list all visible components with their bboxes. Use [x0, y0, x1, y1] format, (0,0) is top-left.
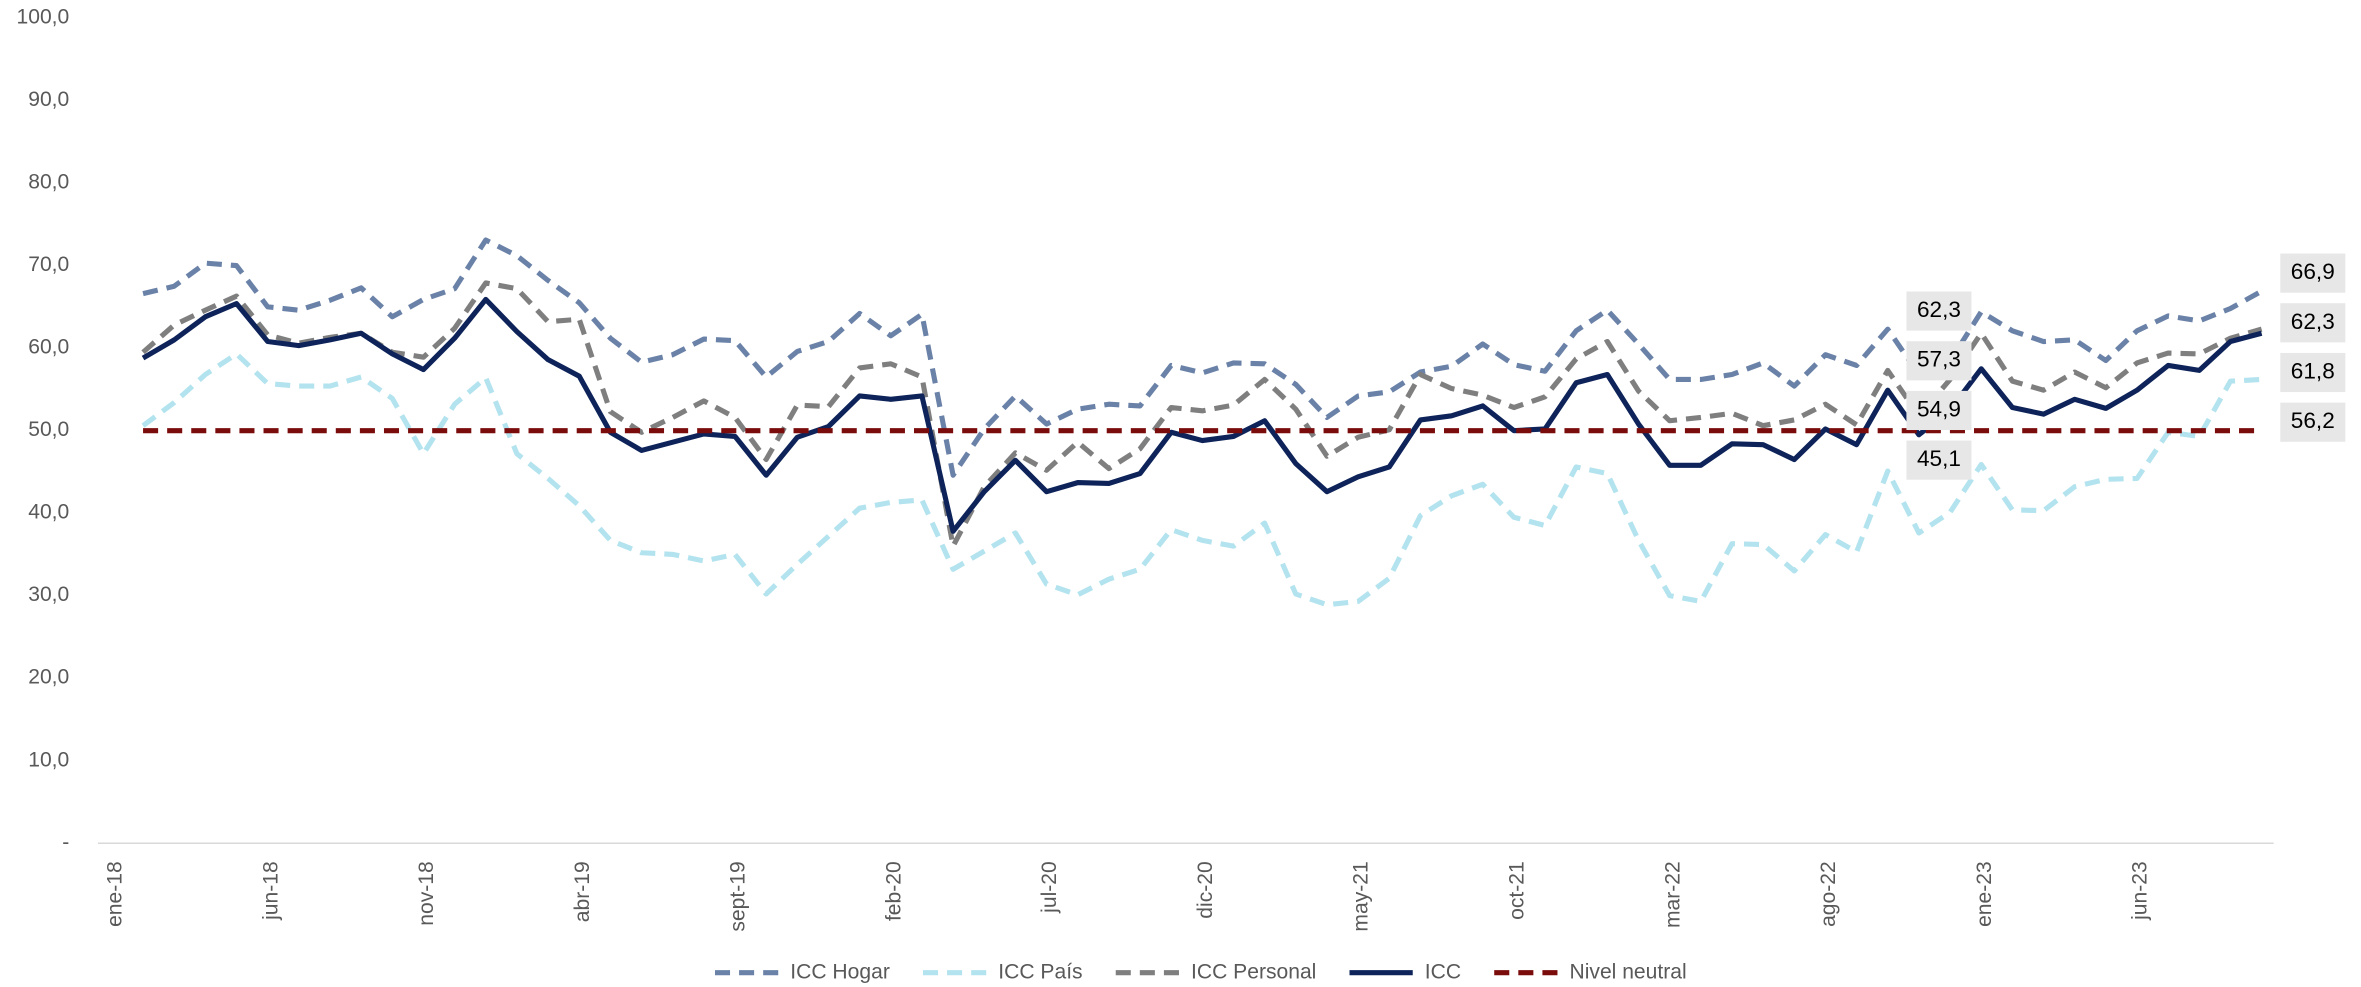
data-label: 45,1 — [1917, 446, 1961, 471]
data-label-box — [1906, 341, 1972, 381]
y-tick-label: 100,0 — [17, 6, 70, 29]
x-tick-label: oct-21 — [1505, 861, 1528, 920]
data-label: 62,3 — [2291, 309, 2335, 334]
data-label-box — [1906, 291, 1972, 331]
legend-label: ICC — [1425, 960, 1461, 983]
x-tick-label: ago-22 — [1817, 861, 1840, 927]
x-tick-label: ene-18 — [104, 861, 127, 927]
series-line — [141, 280, 2263, 549]
legend-label: ICC Hogar — [790, 960, 890, 983]
x-tick-label: jul-20 — [1038, 861, 1061, 914]
x-tick-label: abr-19 — [571, 861, 594, 922]
y-tick-label: 30,0 — [28, 583, 69, 606]
x-tick-label: jun-18 — [259, 861, 282, 921]
data-label: 62,3 — [1917, 297, 1961, 322]
x-tick-label: dic-20 — [1194, 861, 1217, 918]
data-label: 56,2 — [2291, 408, 2335, 433]
y-tick-label: 40,0 — [28, 501, 69, 524]
x-tick-label: ene-23 — [1973, 861, 1996, 927]
data-label-box — [1906, 440, 1972, 480]
y-tick-label: 70,0 — [28, 253, 69, 276]
y-tick-label: 90,0 — [28, 88, 69, 111]
data-label-box — [2280, 352, 2346, 393]
data-label-box — [2280, 402, 2346, 442]
y-tick-label: 10,0 — [28, 748, 69, 771]
legend: ICC Hogar ICC País ICC Personal ICC Nivel ne… — [714, 960, 1687, 983]
x-tick-label: nov-18 — [415, 861, 438, 925]
series-line — [141, 351, 2262, 608]
y-tick-label: - — [62, 831, 69, 854]
data-label: 61,8 — [2291, 358, 2335, 383]
x-tick-label: jun-23 — [2129, 861, 2152, 921]
legend-label: Nivel neutral — [1570, 960, 1687, 983]
data-label: 57,3 — [1917, 347, 1961, 372]
legend-label: ICC Personal — [1191, 960, 1316, 983]
data-label-box — [1906, 390, 1972, 431]
y-tick-label: 60,0 — [28, 336, 69, 359]
data-label-box — [2280, 253, 2346, 293]
y-tick-label: 80,0 — [28, 171, 69, 194]
y-tick-label: 20,0 — [28, 666, 69, 689]
data-label: 54,9 — [1917, 396, 1961, 421]
legend-label: ICC País — [998, 960, 1082, 983]
x-tick-label: sept-19 — [727, 861, 750, 931]
x-tick-label: mar-22 — [1661, 861, 1684, 928]
x-tick-label: may-21 — [1350, 861, 1373, 931]
data-label: 66,9 — [2291, 259, 2335, 284]
y-tick-label: 50,0 — [28, 418, 69, 441]
data-label-box — [2280, 303, 2346, 343]
x-tick-label: feb-20 — [882, 861, 905, 921]
